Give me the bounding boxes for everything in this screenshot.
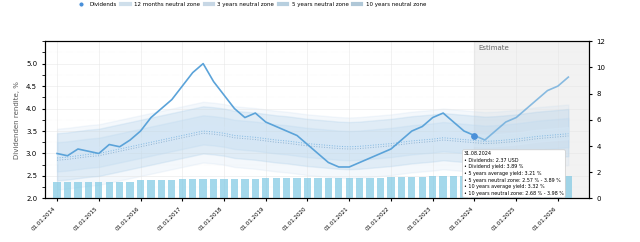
Bar bbox=[200, 179, 207, 198]
Bar bbox=[189, 179, 196, 198]
Bar bbox=[262, 178, 269, 198]
Text: 31.08.2024
• Dividends: 2.37 USD
• Dividend yield: 3.89 %
• 5 years average yiel: 31.08.2024 • Dividends: 2.37 USD • Divid… bbox=[464, 151, 564, 196]
Bar bbox=[179, 179, 186, 198]
Bar bbox=[137, 180, 144, 198]
Bar bbox=[564, 176, 572, 198]
Bar bbox=[283, 178, 291, 198]
Bar bbox=[324, 178, 332, 198]
Bar bbox=[440, 176, 447, 198]
Bar bbox=[273, 178, 280, 198]
Bar bbox=[544, 176, 551, 198]
Bar bbox=[147, 180, 155, 198]
Bar bbox=[397, 177, 405, 198]
Bar bbox=[429, 176, 436, 198]
Bar bbox=[471, 176, 478, 198]
Bar bbox=[387, 177, 395, 198]
Bar bbox=[513, 176, 520, 198]
Bar bbox=[356, 178, 364, 198]
Bar bbox=[293, 178, 301, 198]
Bar bbox=[95, 182, 102, 198]
Bar bbox=[74, 182, 81, 198]
Bar bbox=[419, 177, 426, 198]
Bar bbox=[450, 176, 457, 198]
Bar bbox=[502, 176, 509, 198]
Legend: Dividends, 12 months neutral zone, 3 years neutral zone, 5 years neutral zone, 1: Dividends, 12 months neutral zone, 3 yea… bbox=[75, 0, 428, 9]
Bar bbox=[481, 176, 488, 198]
Bar bbox=[346, 178, 353, 198]
Bar bbox=[474, 41, 589, 198]
Bar bbox=[554, 176, 561, 198]
Bar bbox=[460, 176, 468, 198]
Bar bbox=[304, 178, 311, 198]
Bar bbox=[116, 182, 124, 198]
Point bbox=[469, 134, 479, 137]
Bar bbox=[53, 182, 61, 198]
Bar bbox=[492, 176, 499, 198]
Bar bbox=[408, 177, 415, 198]
Bar bbox=[84, 182, 92, 198]
Text: Dividend history for General Mills: Dividend history for General Mills bbox=[202, 9, 438, 22]
Bar bbox=[231, 179, 238, 198]
Bar bbox=[127, 182, 134, 198]
Bar bbox=[533, 176, 541, 198]
Y-axis label: Dividenden rendite, %: Dividenden rendite, % bbox=[14, 81, 20, 159]
Bar bbox=[241, 179, 248, 198]
Bar bbox=[367, 178, 374, 198]
Bar bbox=[210, 179, 217, 198]
Bar bbox=[106, 182, 113, 198]
Text: Estimate: Estimate bbox=[479, 45, 509, 51]
Bar bbox=[64, 182, 71, 198]
Bar bbox=[314, 178, 321, 198]
Bar bbox=[377, 178, 384, 198]
Bar bbox=[252, 179, 259, 198]
Bar bbox=[335, 178, 342, 198]
Bar bbox=[523, 176, 531, 198]
Bar bbox=[220, 179, 228, 198]
Bar bbox=[168, 180, 175, 198]
Bar bbox=[158, 180, 165, 198]
